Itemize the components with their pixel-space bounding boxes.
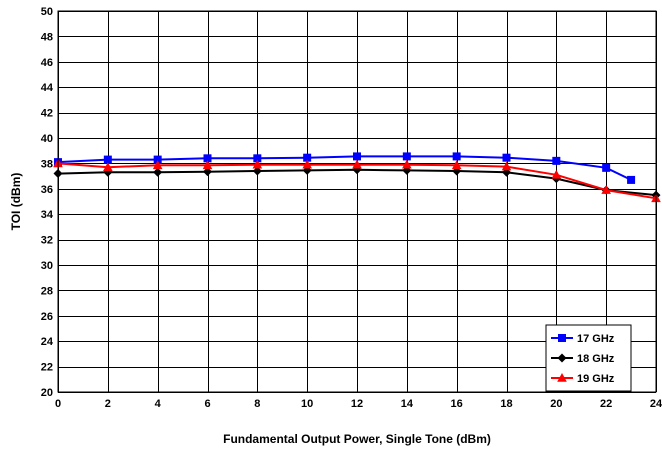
data-point — [153, 155, 162, 164]
y-tick-label: 50 — [41, 6, 53, 18]
y-tick-label: 46 — [41, 57, 53, 69]
x-tick-label: 12 — [351, 398, 363, 410]
data-point — [402, 152, 411, 161]
tick-labels: 0 2 4 6 8 10 12 14 16 18 20 22 242022242628303234363… — [41, 6, 662, 410]
y-tick-label: 34 — [41, 209, 54, 221]
data-point — [552, 156, 561, 165]
x-tick-label: 0 — [55, 398, 61, 410]
data-point — [202, 160, 213, 170]
data-point — [402, 159, 412, 169]
x-tick-label: 8 — [254, 398, 260, 410]
legend-marker — [557, 373, 567, 382]
data-point — [353, 152, 361, 161]
data-point — [203, 167, 212, 177]
y-tick-label: 44 — [41, 82, 54, 94]
legend-label: 17 GHz — [577, 333, 615, 345]
x-tick-label: 18 — [500, 398, 512, 410]
series-1 — [54, 152, 636, 184]
y-tick-label: 48 — [41, 31, 53, 43]
y-tick-label: 28 — [41, 285, 53, 297]
data-point — [501, 161, 512, 171]
data-point — [252, 159, 263, 169]
data-point — [551, 169, 562, 179]
legend-marker — [557, 353, 567, 363]
data-point — [452, 152, 461, 161]
x-axis-title: Fundamental Output Power, Single Tone (d… — [223, 432, 491, 446]
plot-frame — [57, 10, 657, 393]
legend-marker — [558, 334, 566, 342]
data-point — [152, 160, 163, 170]
x-tick-label: 6 — [204, 398, 210, 410]
y-tick-label: 24 — [41, 336, 54, 348]
data-point — [103, 162, 113, 172]
x-tick-label: 14 — [401, 398, 414, 410]
data-point — [451, 160, 462, 170]
data-point — [352, 159, 362, 169]
y-tick-label: 22 — [41, 362, 53, 374]
legend-item: 18 GHz — [551, 353, 615, 365]
y-tick-label: 32 — [41, 235, 53, 247]
data-point — [601, 185, 611, 194]
data-point — [302, 159, 312, 169]
y-tick-label: 42 — [41, 108, 53, 120]
x-tick-label: 20 — [550, 398, 562, 410]
x-tick-label: 16 — [451, 398, 463, 410]
data-point — [627, 175, 636, 184]
y-axis-title: TOI (dBm) — [9, 173, 23, 231]
y-tick-label: 38 — [41, 158, 53, 170]
data-point — [303, 153, 312, 162]
legend-label: 18 GHz — [577, 353, 615, 365]
y-tick-label: 30 — [41, 260, 53, 272]
x-tick-label: 10 — [301, 398, 313, 410]
data-point — [203, 154, 212, 163]
x-tick-label: 2 — [105, 398, 111, 410]
data-point — [252, 166, 262, 176]
y-tick-label: 40 — [41, 133, 53, 145]
x-tick-label: 24 — [650, 398, 662, 410]
legend: 17 GHz 18 GHz 19 GHz — [545, 324, 632, 392]
legend-item: 17 GHz — [551, 333, 615, 345]
data-point — [103, 155, 112, 164]
legend-label: 19 GHz — [577, 373, 615, 385]
y-tick-label: 20 — [41, 387, 53, 399]
y-tick-label: 26 — [41, 311, 53, 323]
series-3 — [53, 158, 661, 203]
data-point — [253, 154, 262, 163]
data-point — [502, 153, 511, 162]
data-point — [153, 167, 163, 177]
x-tick-label: 22 — [600, 398, 612, 410]
series-lines — [53, 152, 661, 203]
data-point — [602, 163, 611, 172]
y-tick-label: 36 — [41, 184, 53, 196]
legend-item: 19 GHz — [551, 373, 615, 385]
x-tick-label: 4 — [155, 398, 162, 410]
